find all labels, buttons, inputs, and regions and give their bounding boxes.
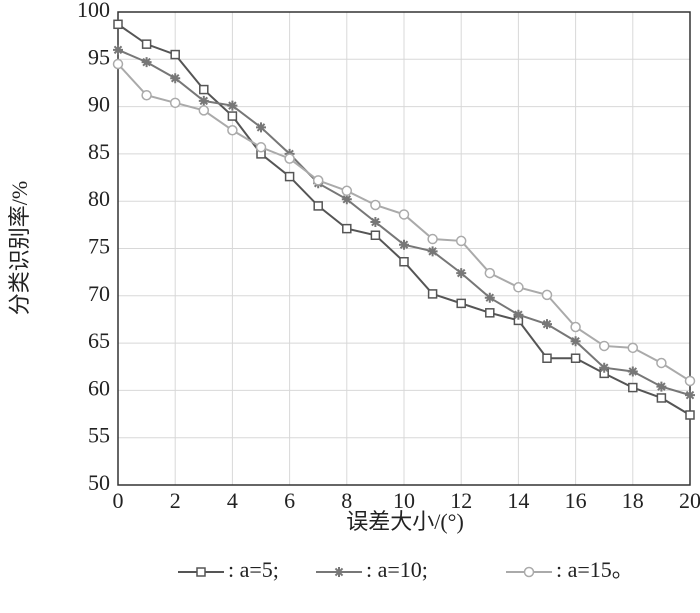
marker [427,289,438,299]
marker [113,19,123,30]
marker [541,289,553,301]
marker [313,201,323,211]
marker [113,44,123,55]
x-tick-label: 4 [227,488,238,513]
marker [255,142,267,153]
x-tick-label: 16 [565,488,587,513]
y-tick-label: 50 [88,470,110,495]
marker [284,153,295,164]
marker [334,567,344,577]
x-axis-label: 误差大小/(°) [346,509,464,534]
marker [513,309,524,320]
marker [398,209,410,220]
marker [456,298,466,309]
marker [112,58,124,70]
marker [427,246,438,257]
marker [227,100,238,111]
y-tick-label: 65 [88,328,110,353]
y-axis-label: 分类识别率/% [7,181,32,315]
marker [227,111,238,121]
marker [370,199,381,211]
marker [570,353,581,363]
marker [370,230,381,241]
y-tick-label: 90 [88,92,110,117]
y-tick-label: 75 [88,234,110,259]
marker [684,375,696,387]
marker [312,175,324,186]
marker [523,566,535,578]
marker [627,366,638,377]
marker [256,122,266,133]
marker [169,97,181,109]
marker [170,49,180,60]
marker [685,390,695,401]
marker [170,73,181,84]
marker [227,125,238,136]
x-tick-label: 0 [113,488,124,513]
marker [370,217,381,228]
marker [199,84,209,95]
x-tick-label: 14 [507,488,529,513]
marker [196,567,206,577]
x-tick-label: 2 [170,488,181,513]
marker [485,308,495,318]
x-tick-label: 20 [679,488,700,513]
marker [141,39,152,49]
marker [455,235,467,247]
marker [198,105,210,116]
marker [656,393,667,403]
marker [570,321,581,333]
x-tick-label: 10 [393,488,415,513]
marker [513,282,524,293]
y-tick-label: 95 [88,44,110,69]
x-tick-label: 6 [284,488,295,513]
y-tick-label: 55 [88,423,110,448]
y-tick-label: 60 [88,375,110,400]
marker [656,357,667,369]
marker [484,267,496,279]
marker [628,382,638,393]
marker [341,194,352,205]
y-tick-label: 70 [88,281,110,306]
legend-label: : a=15。 [556,557,634,582]
x-tick-label: 8 [341,488,352,513]
marker [656,381,667,392]
marker [570,336,581,347]
marker [141,57,152,68]
marker [542,319,552,330]
marker [284,171,295,182]
marker [341,185,353,197]
marker [685,410,695,420]
marker [427,233,438,245]
y-tick-label: 85 [88,139,110,164]
legend-label: : a=5; [228,557,279,582]
marker [627,342,639,354]
plot-frame [117,11,691,486]
marker [399,256,409,267]
marker [599,362,610,373]
marker [484,292,495,303]
y-tick-label: 100 [77,0,110,22]
marker [141,89,152,101]
marker [198,95,209,106]
y-tick-label: 80 [88,186,110,211]
x-tick-label: 12 [450,488,472,513]
marker [342,223,352,234]
x-tick-label: 18 [622,488,644,513]
marker [598,340,610,352]
marker [399,239,409,250]
marker [542,353,552,363]
marker [456,268,467,279]
legend-label: : a=10; [366,557,428,582]
